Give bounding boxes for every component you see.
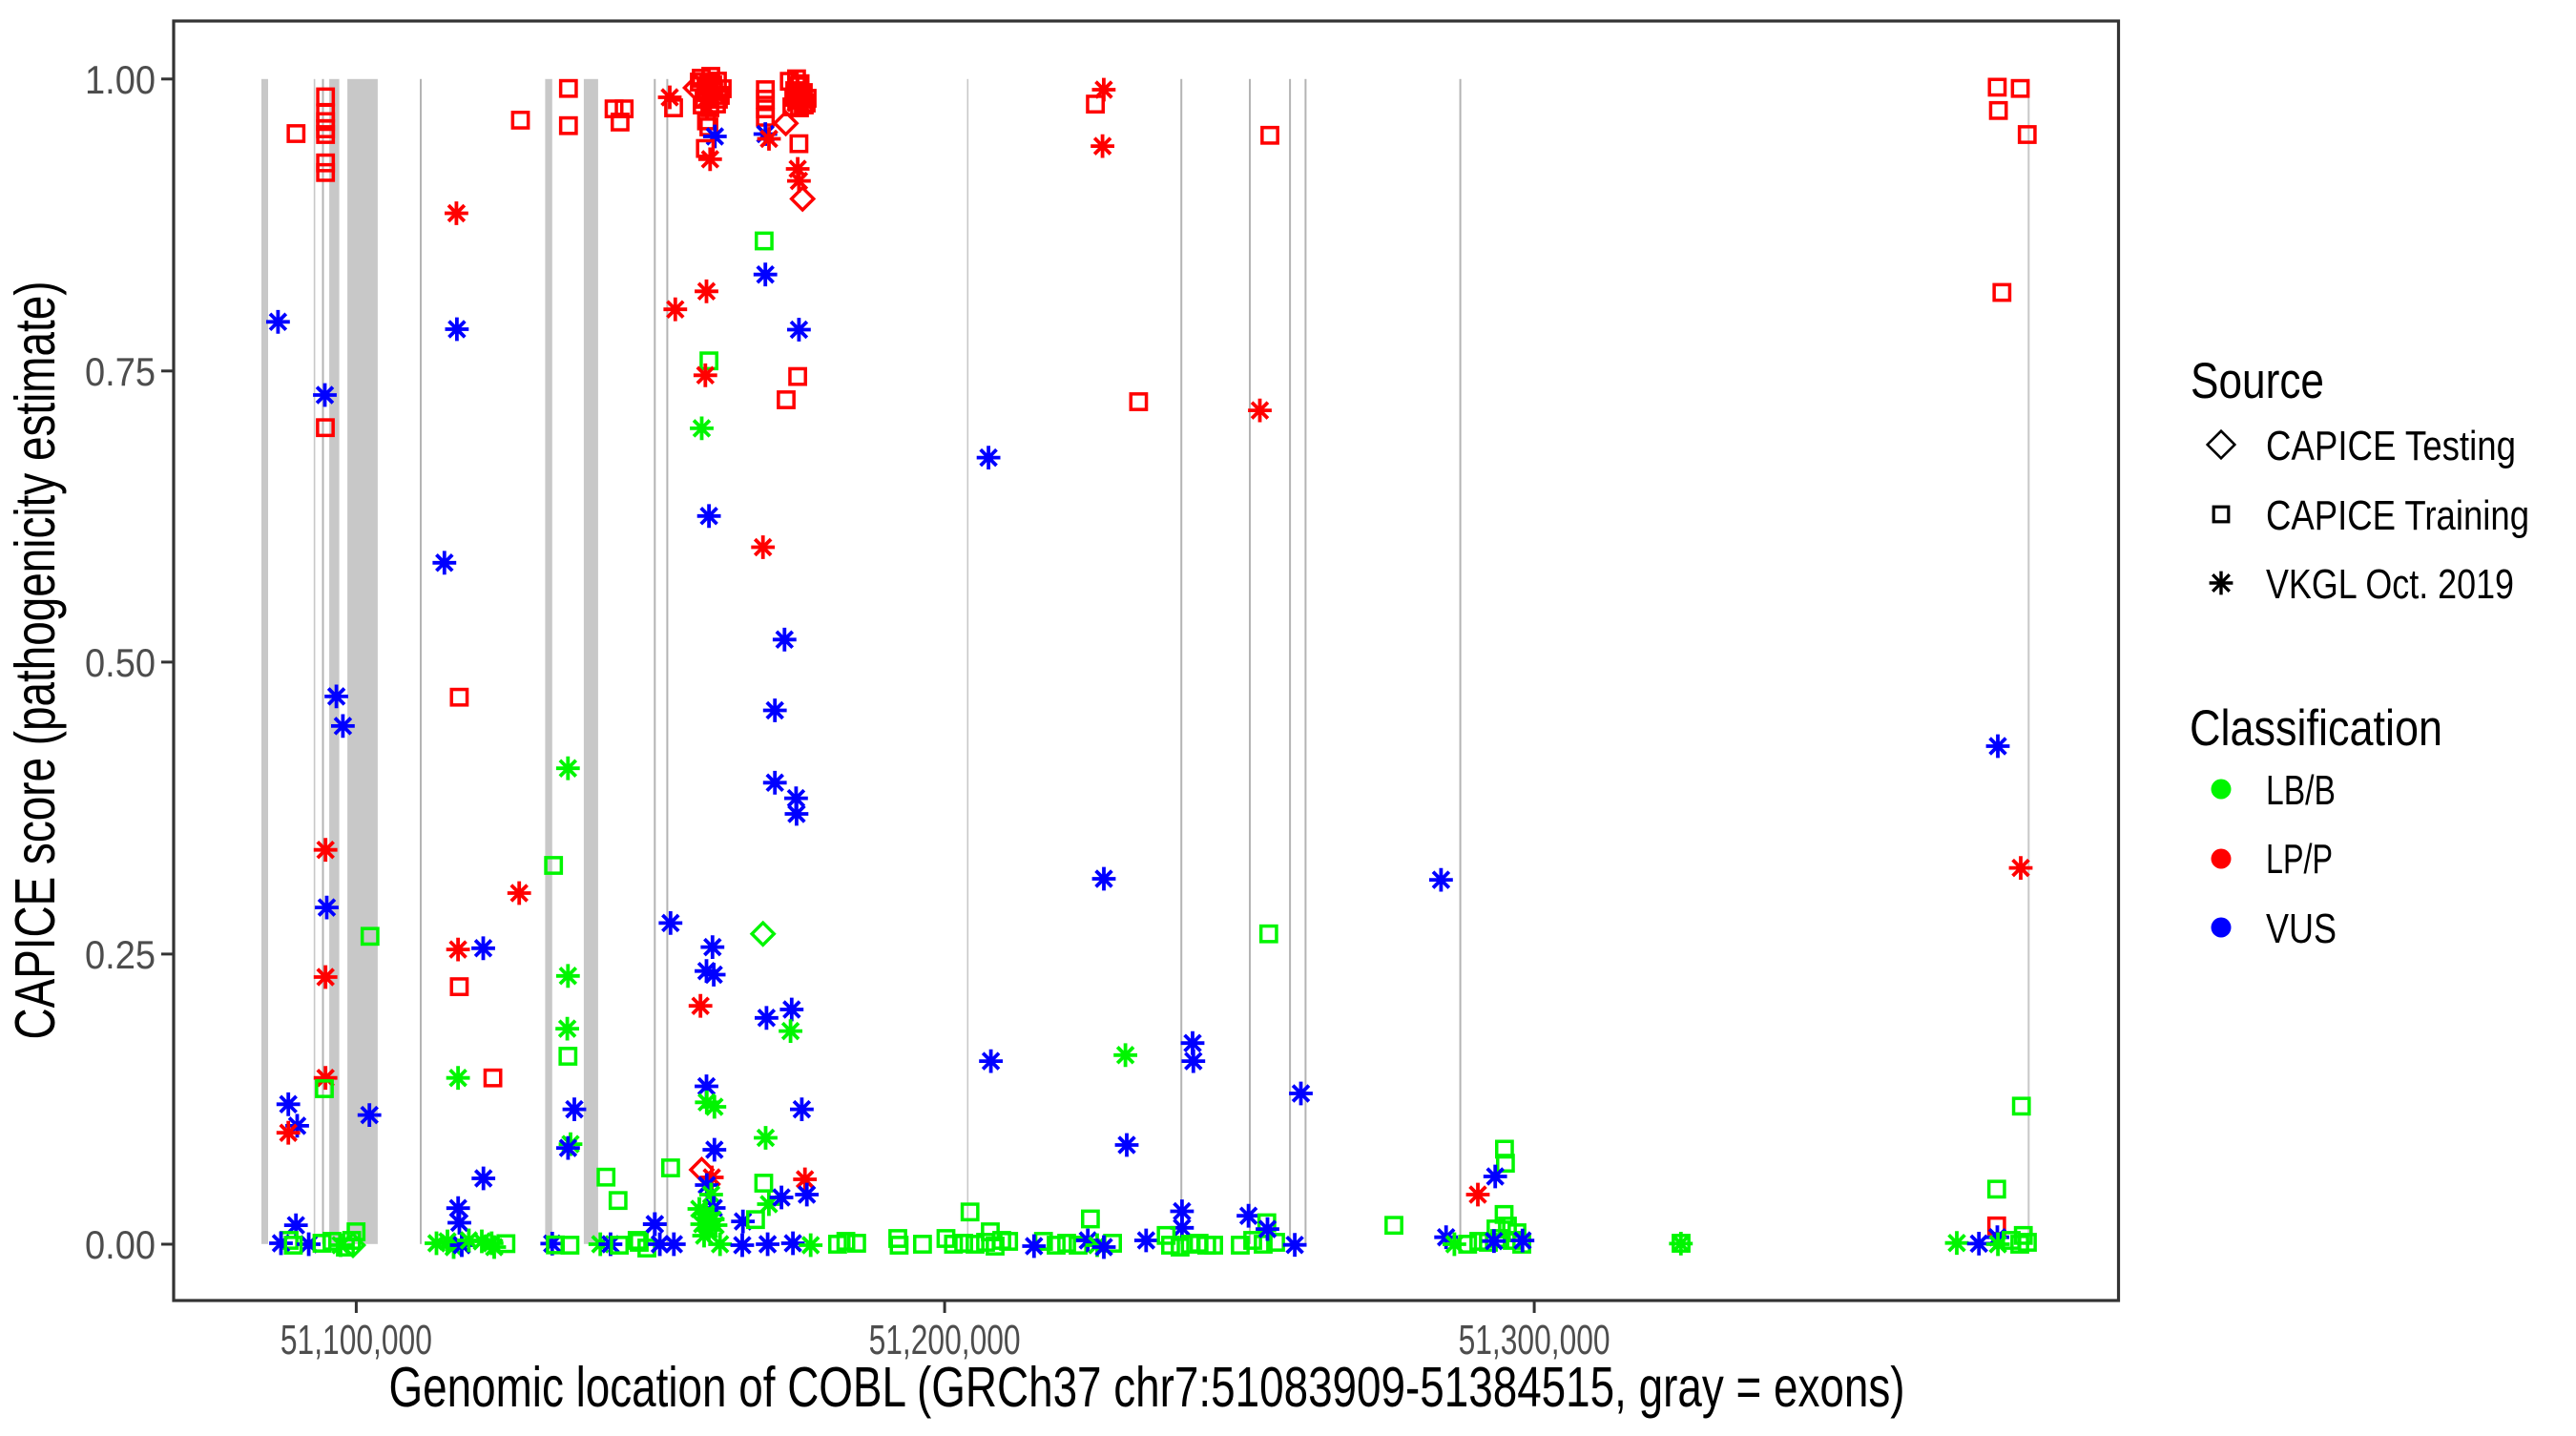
svg-text:LP/P: LP/P (2266, 836, 2333, 883)
svg-text:CAPICE score (pathogenicity es: CAPICE score (pathogenicity estimate) (4, 281, 67, 1040)
svg-text:0.50: 0.50 (85, 640, 156, 685)
svg-text:VKGL Oct. 2019: VKGL Oct. 2019 (2266, 561, 2514, 608)
svg-text:51,200,000: 51,200,000 (869, 1317, 1021, 1363)
svg-text:Source: Source (2191, 353, 2324, 409)
svg-text:0.75: 0.75 (85, 349, 156, 394)
svg-text:CAPICE Training: CAPICE Training (2266, 492, 2529, 539)
svg-text:LB/B: LB/B (2266, 767, 2336, 814)
svg-text:0.00: 0.00 (85, 1222, 156, 1267)
svg-text:Classification: Classification (2190, 700, 2442, 757)
svg-text:1.00: 1.00 (85, 57, 156, 102)
svg-text:CAPICE Testing: CAPICE Testing (2266, 423, 2516, 469)
svg-text:51,300,000: 51,300,000 (1459, 1317, 1610, 1363)
svg-text:0.25: 0.25 (85, 932, 156, 977)
svg-text:VUS: VUS (2266, 905, 2337, 952)
svg-text:Genomic location of COBL (GRCh: Genomic location of COBL (GRCh37 chr7:51… (389, 1356, 1905, 1419)
svg-text:51,100,000: 51,100,000 (280, 1317, 432, 1363)
